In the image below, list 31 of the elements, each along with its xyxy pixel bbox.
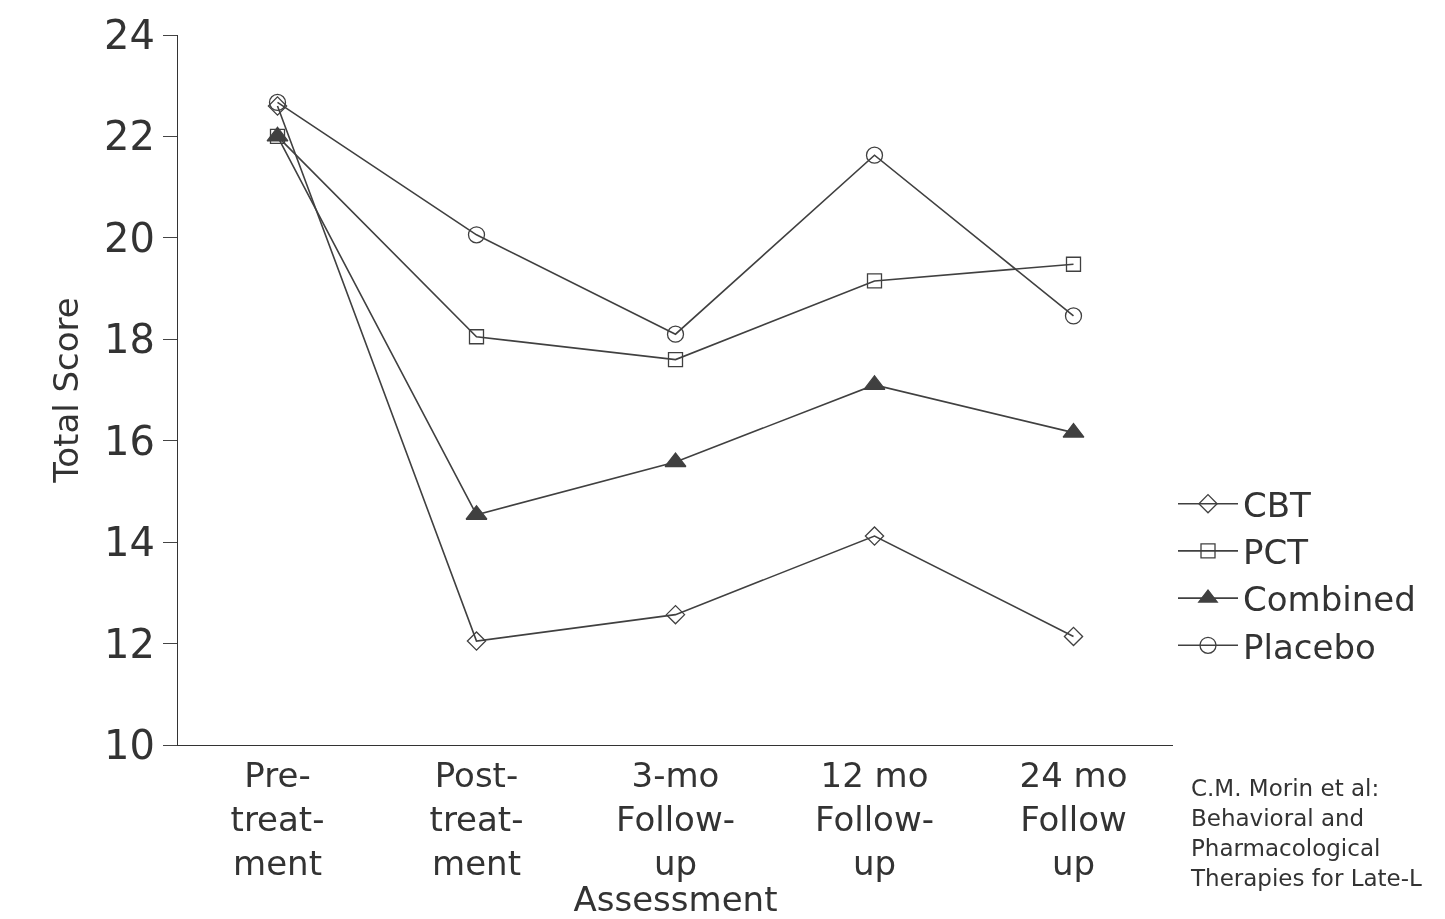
text: C.M. Morin et al: Behavioral and Pharmacological Therapies for Late-L xyxy=(1190,775,1423,891)
y-tick-label: 12 xyxy=(104,620,155,667)
x-tick-label: 12 mo Follow- up xyxy=(815,754,934,884)
legend-label: PCT xyxy=(1243,532,1309,573)
x-tick-label: Post- treat- ment xyxy=(429,754,524,884)
point xyxy=(667,351,684,368)
point xyxy=(1065,256,1082,272)
y-tick-label: 10 xyxy=(104,722,155,768)
x-tick-label: Pre- treat- ment xyxy=(230,754,325,884)
point xyxy=(1063,626,1084,647)
point xyxy=(666,325,685,343)
point xyxy=(466,631,487,651)
y-tick-label: 20 xyxy=(104,214,155,261)
y-tick-label: 18 xyxy=(104,316,155,363)
y-tick-label: 24 xyxy=(104,12,155,58)
point xyxy=(467,226,486,244)
y-tick-label: 22 xyxy=(104,113,155,160)
x-tick-label: 3-mo Follow- up xyxy=(616,754,735,884)
point xyxy=(864,526,885,546)
point xyxy=(866,273,883,289)
point xyxy=(468,329,485,345)
point xyxy=(665,604,686,625)
legend-label: CBT xyxy=(1243,484,1312,525)
x-tick-label: 24 mo Follow up xyxy=(1019,754,1128,884)
y-tick-label: 16 xyxy=(104,417,155,464)
legend-label: Placebo xyxy=(1243,626,1376,667)
y-tick-label: 14 xyxy=(104,519,155,566)
point xyxy=(1064,307,1083,325)
point xyxy=(865,146,884,164)
legend-label: Combined xyxy=(1243,579,1416,620)
y-axis-title: Total Score xyxy=(45,297,86,484)
